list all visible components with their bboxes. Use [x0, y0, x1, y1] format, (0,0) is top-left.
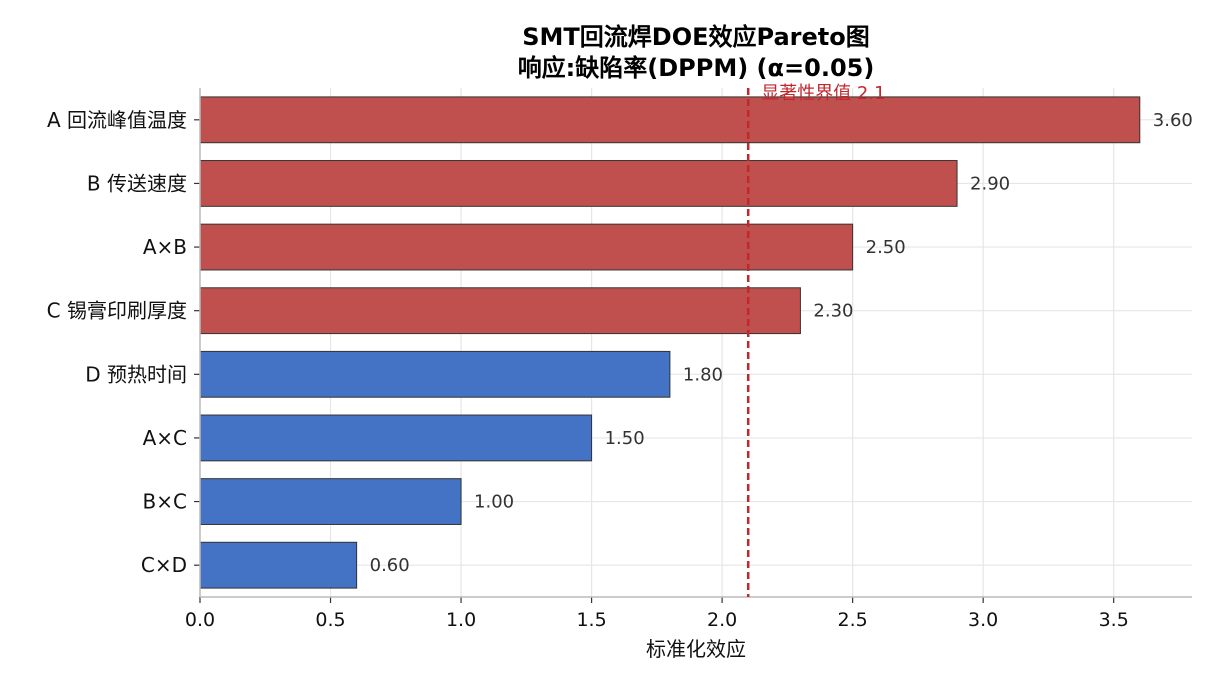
- x-tick-label: 2.5: [838, 609, 868, 631]
- category-label: C 锡膏印刷厚度: [47, 299, 187, 323]
- category-label: D 预热时间: [85, 362, 187, 386]
- category-label: B 传送速度: [87, 171, 187, 195]
- value-label: 1.50: [605, 428, 645, 449]
- category-label: B×C: [143, 490, 187, 514]
- value-label: 1.00: [474, 492, 514, 513]
- x-tick-label: 1.5: [576, 609, 606, 631]
- bar: [199, 541, 358, 589]
- chart-title: SMT回流焊DOE效应Pareto图: [522, 23, 869, 51]
- x-tick-label: 0.5: [315, 609, 345, 631]
- value-label: 0.60: [370, 555, 410, 576]
- axes: 0.0 0.5 1.0 1.5 2.0 2.5 3.0 3.5 A 回流峰值温度 B 传送速度 A×…: [47, 88, 1192, 631]
- bars: 3.60 2.90 2.50 2.30 1.80 1.50 1.00 0.60: [199, 96, 1193, 589]
- bar: [199, 478, 462, 525]
- bar: [199, 414, 593, 462]
- value-label: 2.30: [813, 301, 853, 322]
- bar: [199, 96, 1141, 144]
- x-tick-label: 3.0: [968, 609, 998, 631]
- chart-subtitle: 响应:缺陷率(DPPM) (α=0.05): [518, 54, 875, 82]
- category-label: A 回流峰值温度: [47, 108, 187, 132]
- value-label: 2.50: [866, 237, 906, 258]
- bar: [199, 287, 801, 335]
- x-tick-label: 3.5: [1099, 609, 1129, 631]
- threshold-line-group: 显著性界值 2.1: [746, 83, 886, 597]
- x-axis-label: 标准化效应: [646, 637, 746, 661]
- category-label: A×B: [143, 235, 187, 259]
- bar: [199, 223, 854, 271]
- value-label: 3.60: [1153, 110, 1193, 131]
- category-label: A×C: [143, 426, 187, 450]
- value-label: 2.90: [970, 173, 1010, 194]
- x-tick-label: 0.0: [185, 609, 215, 631]
- threshold-label: 显著性界值 2.1: [761, 83, 885, 104]
- x-tick-label: 1.0: [446, 609, 476, 631]
- bar: [199, 350, 671, 398]
- category-label: C×D: [141, 553, 187, 577]
- bar: [199, 160, 958, 207]
- x-tick-label: 2.0: [707, 609, 737, 631]
- value-label: 1.80: [683, 364, 723, 385]
